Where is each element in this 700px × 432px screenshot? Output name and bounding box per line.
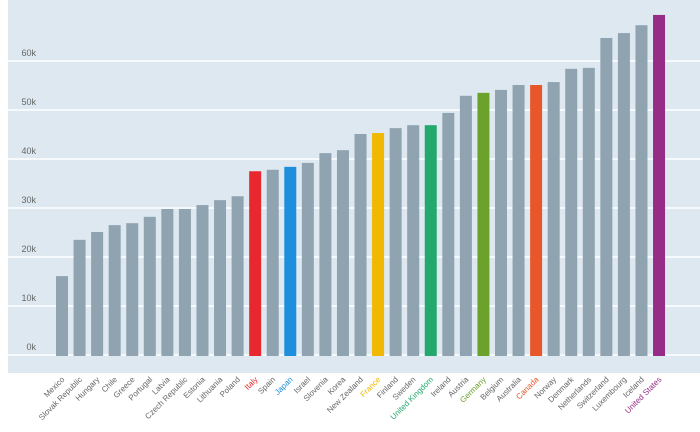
x-tick-label: Japan	[273, 375, 295, 397]
y-tick-label: 50k	[21, 97, 36, 107]
bar-israel	[301, 162, 314, 356]
bar-korea	[336, 150, 349, 356]
bar-italy	[249, 171, 262, 356]
bar-iceland	[635, 25, 648, 356]
bar-norway	[547, 82, 560, 356]
bar-portugal	[143, 216, 156, 356]
y-axis: 0k 10k 20k 30k 40k 50k 60k	[21, 48, 36, 352]
bar-united-kingdom	[424, 125, 437, 356]
bar-mexico	[56, 276, 68, 356]
bar-estonia	[196, 205, 209, 356]
y-tick-label: 30k	[21, 195, 36, 205]
bar-france	[372, 133, 385, 356]
bar-greece	[126, 223, 139, 356]
bar-sweden	[407, 125, 420, 356]
bar-slovak-republic	[73, 239, 86, 356]
bar-new-zealand	[354, 134, 367, 356]
bar-czech-republic	[178, 208, 191, 356]
bars	[56, 14, 666, 357]
y-tick-label: 40k	[21, 146, 36, 156]
bar-japan	[284, 166, 297, 356]
y-tick-label: 0k	[26, 342, 36, 352]
bar-finland	[389, 128, 402, 356]
bar-luxembourg	[617, 33, 630, 356]
bar-hungary	[91, 232, 104, 356]
bar-spain	[266, 169, 279, 356]
bar-chile	[108, 225, 121, 356]
y-tick-label: 20k	[21, 244, 36, 254]
bar-canada	[530, 85, 543, 356]
bar-united-states	[653, 14, 666, 356]
bar-latvia	[161, 208, 174, 356]
bar-australia	[512, 85, 525, 356]
bar-lithuania	[214, 200, 227, 356]
y-tick-label: 60k	[21, 48, 36, 58]
bar-belgium	[495, 89, 507, 356]
bar-switzerland	[600, 37, 613, 356]
bar-ireland	[442, 112, 455, 356]
bar-denmark	[565, 68, 578, 356]
bar-austria	[459, 95, 472, 356]
y-tick-label: 10k	[21, 293, 36, 303]
bar-poland	[231, 196, 244, 356]
bar-germany	[477, 92, 490, 356]
bar-slovenia	[319, 153, 332, 356]
bar-netherlands	[582, 67, 595, 357]
